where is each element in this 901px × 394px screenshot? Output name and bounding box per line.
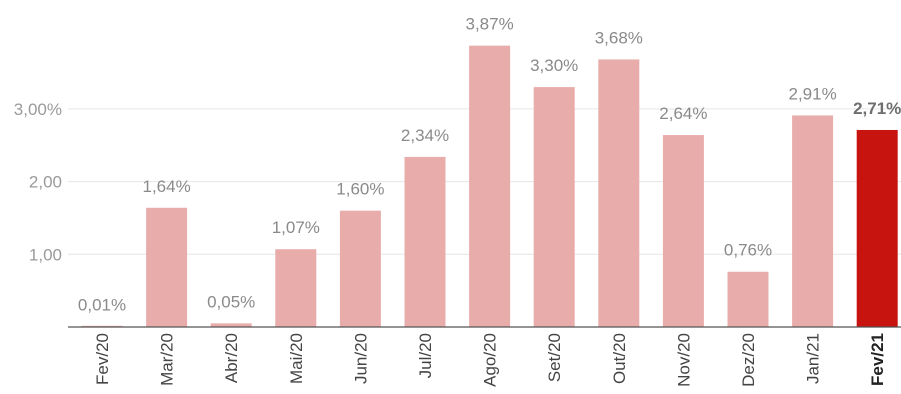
y-tick-label: 2,00 <box>29 173 62 192</box>
data-label: 1,60% <box>336 180 384 199</box>
x-tick-label: Jun/20 <box>351 333 370 384</box>
bar <box>792 115 834 328</box>
bar <box>469 45 511 327</box>
data-label: 0,05% <box>207 292 255 311</box>
x-tick-label: Dez/20 <box>739 333 758 387</box>
bar <box>339 210 381 327</box>
x-tick-label: Mai/20 <box>287 333 306 384</box>
bar <box>856 129 898 327</box>
x-tick-label: Abr/20 <box>222 333 241 383</box>
data-label: 0,76% <box>724 241 772 260</box>
data-label: 2,71% <box>853 99 901 118</box>
data-label: 1,07% <box>272 218 320 237</box>
x-tick-label: Mar/20 <box>158 333 177 386</box>
data-label: 3,30% <box>530 56 578 75</box>
x-tick-label: Jul/20 <box>416 333 435 378</box>
y-tick-label: 1,00 <box>29 245 62 264</box>
x-tick-label: Set/20 <box>545 333 564 382</box>
x-tick-label: Nov/20 <box>674 333 693 387</box>
x-tick-label: Out/20 <box>610 333 629 384</box>
bar <box>210 323 252 327</box>
data-label: 2,34% <box>401 126 449 145</box>
data-label: 2,64% <box>659 104 707 123</box>
bar <box>662 135 704 327</box>
x-tick-label: Ago/20 <box>481 333 500 387</box>
bar <box>533 87 575 327</box>
data-label: 2,91% <box>788 84 836 103</box>
bar <box>598 59 640 328</box>
bar <box>727 271 769 327</box>
x-tick-label: Fev/20 <box>93 333 112 385</box>
x-tick-label: Jan/21 <box>804 333 823 384</box>
bar <box>275 249 317 327</box>
y-tick-label: 3,00% <box>14 100 62 119</box>
data-label: 3,68% <box>595 28 643 47</box>
data-label: 1,64% <box>142 177 190 196</box>
bar <box>404 156 446 327</box>
data-label: 3,87% <box>465 15 513 34</box>
data-label: 0,01% <box>78 295 126 314</box>
bar <box>146 207 188 327</box>
x-tick-label: Fev/21 <box>868 333 887 386</box>
